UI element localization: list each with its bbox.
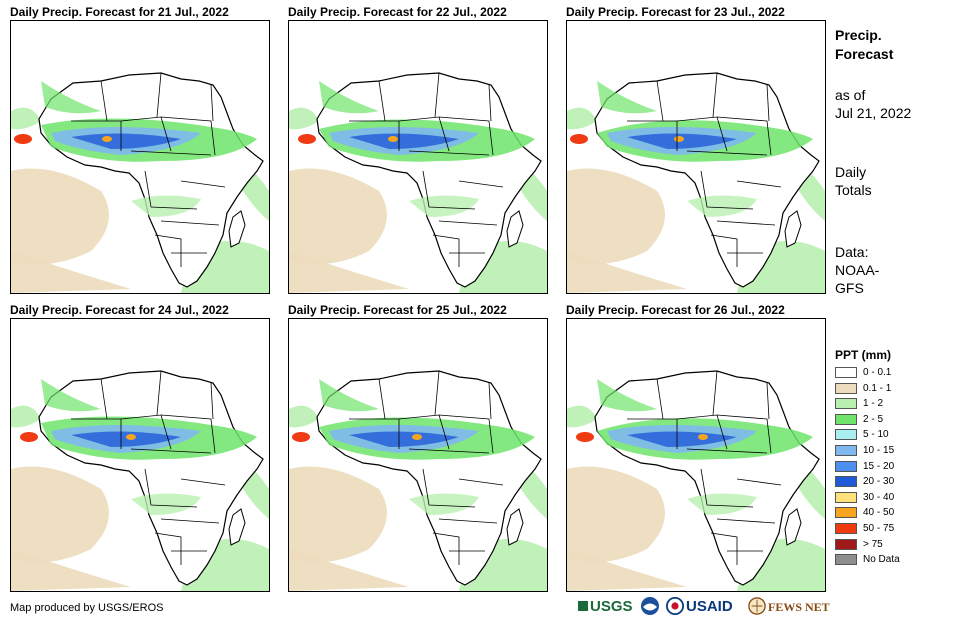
madagascar (784, 508, 802, 546)
legend-swatch (835, 554, 857, 565)
panel-title: Daily Precip. Forecast for 22 Jul., 2022 (288, 5, 507, 19)
panel-title: Daily Precip. Forecast for 26 Jul., 2022 (566, 303, 785, 317)
legend-swatch (835, 539, 857, 550)
usgs-mark-icon (578, 601, 588, 611)
country-borders (349, 72, 504, 267)
africa-map-svg (11, 370, 269, 591)
legend-swatch (835, 367, 857, 378)
legend-label: 50 - 75 (863, 523, 895, 534)
forecast-panel-4: Daily Precip. Forecast for 24 Jul., 2022 (10, 302, 270, 592)
legend-swatch (835, 492, 857, 503)
totals-line2: Totals (835, 182, 872, 198)
madagascar (784, 210, 802, 248)
legend-label: > 75 (863, 539, 883, 550)
forecast-panel-2: Daily Precip. Forecast for 22 Jul., 2022 (288, 4, 548, 294)
madagascar (506, 210, 524, 248)
data-line1: Data: (835, 244, 869, 260)
as-of-value: Jul 21, 2022 (835, 105, 912, 121)
africa-map-svg (11, 72, 269, 293)
country-borders (627, 370, 782, 565)
partner-logos: USGS USAID FEWS NET (578, 596, 830, 618)
usgs-logo: USGS (578, 596, 634, 618)
country-borders (627, 72, 782, 267)
fewsnet-logo: FEWS NET (748, 596, 830, 618)
legend-label: 15 - 20 (863, 461, 895, 472)
legend-label: 30 - 40 (863, 492, 895, 503)
ocean-precip (567, 107, 825, 293)
rain-band (292, 379, 535, 515)
rain-band (576, 379, 813, 515)
legend-label: 20 - 30 (863, 476, 895, 487)
legend-label: 2 - 5 (863, 414, 884, 425)
sidebar-title: Precip. Forecast (835, 26, 893, 64)
panel-title: Daily Precip. Forecast for 21 Jul., 2022 (10, 5, 229, 19)
legend-label: 0.1 - 1 (863, 383, 892, 394)
legend-swatch (835, 429, 857, 440)
legend-title: PPT (mm) (835, 348, 892, 362)
as-of-label: as of (835, 87, 866, 103)
usaid-logo: USAID (666, 596, 744, 618)
madagascar (228, 210, 246, 248)
panel-title: Daily Precip. Forecast for 23 Jul., 2022 (566, 5, 785, 19)
map-credit: Map produced by USGS/EROS (10, 602, 164, 614)
legend-swatch (835, 523, 857, 534)
africa-map-svg (289, 370, 547, 591)
data-line3: GFS (835, 280, 864, 296)
legend-label: 0 - 0.1 (863, 367, 892, 378)
legend-swatch (835, 507, 857, 518)
usaid-seal-icon (666, 597, 684, 615)
precip-map (566, 318, 826, 592)
country-borders (71, 370, 226, 565)
legend-swatch (835, 476, 857, 487)
madagascar (228, 508, 246, 546)
legend-swatch (835, 461, 857, 472)
rain-band (570, 81, 813, 217)
legend-label: 1 - 2 (863, 398, 884, 409)
noaa-logo (640, 596, 662, 618)
africa-map-svg (567, 370, 825, 591)
legend-label: No Data (863, 554, 900, 565)
data-source: Data: NOAA- GFS (835, 243, 879, 297)
madagascar (506, 508, 524, 546)
data-line2: NOAA- (835, 262, 880, 278)
country-borders (349, 370, 504, 565)
totals-line1: Daily (835, 164, 867, 180)
rain-band (20, 379, 257, 515)
forecast-panel-6: Daily Precip. Forecast for 26 Jul., 2022 (566, 302, 826, 592)
ocean-precip (11, 405, 269, 591)
sidebar-title-line2: Forecast (835, 46, 894, 62)
precip-map (10, 20, 270, 294)
legend-swatch (835, 445, 857, 456)
noaa-icon (641, 597, 659, 615)
legend-label: 10 - 15 (863, 445, 895, 456)
legend-label: 40 - 50 (863, 507, 895, 518)
rain-band (298, 81, 535, 217)
forecast-panel-5: Daily Precip. Forecast for 25 Jul., 2022 (288, 302, 548, 592)
africa-map-svg (567, 72, 825, 293)
precip-map (10, 318, 270, 592)
forecast-panel-1: Daily Precip. Forecast for 21 Jul., 2022 (10, 4, 270, 294)
legend-label: 5 - 10 (863, 429, 889, 440)
precip-map (566, 20, 826, 294)
legend-swatch (835, 398, 857, 409)
legend-swatch (835, 383, 857, 394)
precip-map (288, 318, 548, 592)
sidebar-title-line1: Precip. (835, 27, 882, 43)
totals-note: Daily Totals (835, 163, 872, 199)
legend-swatch (835, 414, 857, 425)
as-of-date: as of Jul 21, 2022 (835, 86, 911, 122)
forecast-panel-3: Daily Precip. Forecast for 23 Jul., 2022 (566, 4, 826, 294)
panel-title: Daily Precip. Forecast for 25 Jul., 2022 (288, 303, 507, 317)
country-borders (71, 72, 226, 267)
panel-title: Daily Precip. Forecast for 24 Jul., 2022 (10, 303, 229, 317)
africa-map-svg (289, 72, 547, 293)
precip-map (288, 20, 548, 294)
ocean-precip (289, 107, 547, 293)
fewsnet-globe-icon (748, 597, 766, 615)
rain-band (14, 81, 257, 217)
